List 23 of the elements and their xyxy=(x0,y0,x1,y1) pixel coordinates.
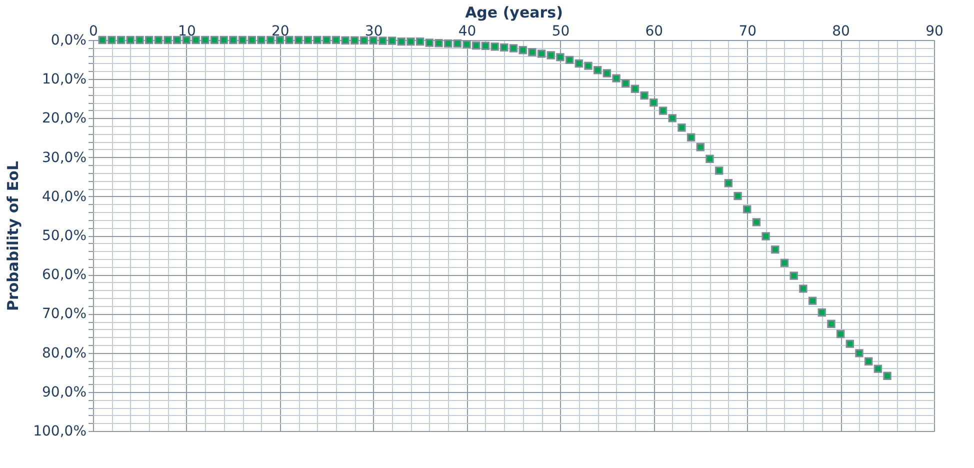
x-tick-label: 10 xyxy=(178,24,196,40)
y-tick-label: 40,0% xyxy=(42,188,86,205)
x-tick-label: 80 xyxy=(832,24,850,40)
y-tick-label: 0,0% xyxy=(50,32,86,48)
y-tick-label: 100,0% xyxy=(33,424,86,440)
x-tick-label: 0 xyxy=(89,24,98,40)
x-tick-label: 40 xyxy=(458,24,476,40)
y-tick-label: 10,0% xyxy=(42,72,86,88)
y-tick-label: 80,0% xyxy=(42,345,86,362)
y-tick-label: 60,0% xyxy=(42,267,86,284)
x-tick-label: 20 xyxy=(271,24,290,40)
x-tick-label: 90 xyxy=(926,24,944,40)
y-tick-label: 30,0% xyxy=(42,150,86,166)
x-tick-label: 30 xyxy=(364,24,383,40)
y-tick-label: 70,0% xyxy=(42,306,86,322)
x-tick-label: 60 xyxy=(645,24,664,40)
x-tick-label: 70 xyxy=(738,24,757,40)
x-axis-title: Age (years) xyxy=(465,4,563,22)
y-tick-label: 50,0% xyxy=(42,228,86,244)
y-tick-label: 90,0% xyxy=(42,384,86,400)
y-tick-label: 20,0% xyxy=(42,110,86,127)
y-axis-title: Probability of EoL xyxy=(4,160,22,312)
x-tick-label: 50 xyxy=(552,24,570,40)
